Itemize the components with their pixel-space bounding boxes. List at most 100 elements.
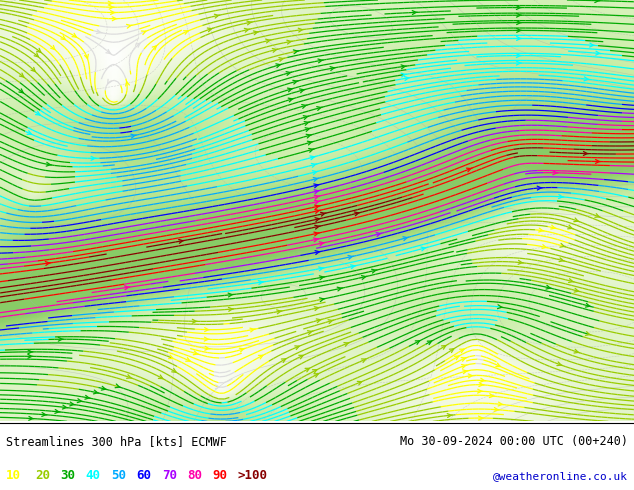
FancyArrowPatch shape	[169, 355, 173, 359]
FancyArrowPatch shape	[348, 255, 353, 259]
FancyArrowPatch shape	[595, 160, 600, 163]
FancyArrowPatch shape	[259, 281, 264, 285]
FancyArrowPatch shape	[317, 107, 322, 110]
FancyArrowPatch shape	[315, 218, 320, 221]
FancyArrowPatch shape	[314, 195, 320, 199]
FancyArrowPatch shape	[551, 225, 556, 229]
FancyArrowPatch shape	[254, 31, 259, 35]
FancyArrowPatch shape	[479, 383, 484, 387]
FancyArrowPatch shape	[62, 405, 68, 409]
FancyArrowPatch shape	[20, 73, 23, 77]
FancyArrowPatch shape	[46, 162, 51, 166]
FancyArrowPatch shape	[228, 293, 233, 297]
FancyArrowPatch shape	[316, 319, 322, 322]
FancyArrowPatch shape	[51, 46, 55, 49]
FancyArrowPatch shape	[330, 67, 335, 71]
FancyArrowPatch shape	[313, 238, 319, 242]
FancyArrowPatch shape	[320, 298, 325, 302]
FancyArrowPatch shape	[313, 370, 317, 373]
FancyArrowPatch shape	[310, 156, 316, 160]
FancyArrowPatch shape	[447, 414, 453, 417]
FancyArrowPatch shape	[106, 49, 110, 53]
FancyArrowPatch shape	[141, 31, 146, 35]
FancyArrowPatch shape	[590, 43, 595, 47]
FancyArrowPatch shape	[300, 89, 305, 93]
FancyArrowPatch shape	[517, 61, 522, 65]
FancyArrowPatch shape	[45, 262, 51, 266]
FancyArrowPatch shape	[307, 331, 313, 335]
FancyArrowPatch shape	[314, 190, 320, 194]
FancyArrowPatch shape	[328, 319, 333, 323]
FancyArrowPatch shape	[31, 68, 35, 72]
FancyArrowPatch shape	[36, 111, 40, 115]
FancyArrowPatch shape	[266, 39, 271, 43]
FancyArrowPatch shape	[299, 355, 303, 359]
FancyArrowPatch shape	[303, 116, 309, 120]
FancyArrowPatch shape	[358, 381, 361, 385]
FancyArrowPatch shape	[318, 59, 323, 63]
FancyArrowPatch shape	[304, 122, 309, 125]
FancyArrowPatch shape	[29, 416, 34, 420]
FancyArrowPatch shape	[131, 134, 136, 138]
FancyArrowPatch shape	[288, 98, 294, 102]
FancyArrowPatch shape	[450, 349, 454, 352]
FancyArrowPatch shape	[517, 21, 522, 24]
FancyArrowPatch shape	[72, 33, 76, 37]
Text: 70: 70	[162, 469, 177, 483]
FancyArrowPatch shape	[276, 310, 282, 314]
FancyArrowPatch shape	[337, 287, 342, 291]
FancyArrowPatch shape	[307, 141, 313, 145]
Text: @weatheronline.co.uk: @weatheronline.co.uk	[493, 471, 628, 481]
FancyArrowPatch shape	[462, 365, 467, 368]
FancyArrowPatch shape	[239, 348, 245, 352]
FancyArrowPatch shape	[184, 31, 188, 34]
FancyArrowPatch shape	[19, 89, 23, 93]
FancyArrowPatch shape	[286, 72, 292, 75]
FancyArrowPatch shape	[314, 210, 320, 213]
FancyArrowPatch shape	[559, 195, 564, 198]
FancyArrowPatch shape	[305, 128, 311, 131]
FancyArrowPatch shape	[313, 171, 318, 174]
FancyArrowPatch shape	[91, 156, 96, 160]
FancyArrowPatch shape	[214, 14, 220, 18]
FancyArrowPatch shape	[96, 30, 102, 34]
Text: 10: 10	[6, 469, 22, 483]
FancyArrowPatch shape	[320, 276, 325, 280]
FancyArrowPatch shape	[281, 359, 286, 363]
FancyArrowPatch shape	[321, 212, 326, 216]
FancyArrowPatch shape	[596, 51, 601, 55]
FancyArrowPatch shape	[205, 328, 210, 332]
FancyArrowPatch shape	[574, 349, 579, 353]
FancyArrowPatch shape	[287, 88, 293, 92]
FancyArrowPatch shape	[84, 54, 88, 59]
FancyArrowPatch shape	[293, 80, 298, 84]
FancyArrowPatch shape	[516, 5, 521, 9]
FancyArrowPatch shape	[403, 237, 408, 241]
FancyArrowPatch shape	[158, 375, 163, 379]
FancyArrowPatch shape	[216, 385, 219, 389]
FancyArrowPatch shape	[110, 11, 115, 15]
FancyArrowPatch shape	[560, 244, 566, 247]
Text: 30: 30	[60, 469, 75, 483]
FancyArrowPatch shape	[309, 148, 314, 152]
FancyArrowPatch shape	[34, 53, 39, 57]
FancyArrowPatch shape	[136, 43, 140, 47]
FancyArrowPatch shape	[421, 247, 427, 251]
FancyArrowPatch shape	[108, 1, 113, 5]
FancyArrowPatch shape	[77, 399, 82, 403]
FancyArrowPatch shape	[37, 49, 41, 52]
FancyArrowPatch shape	[516, 53, 521, 57]
FancyArrowPatch shape	[569, 279, 574, 283]
FancyArrowPatch shape	[567, 225, 573, 229]
FancyArrowPatch shape	[244, 28, 250, 32]
FancyArrowPatch shape	[455, 356, 459, 360]
FancyArrowPatch shape	[314, 200, 320, 204]
Text: 50: 50	[111, 469, 126, 483]
FancyArrowPatch shape	[61, 36, 65, 40]
FancyArrowPatch shape	[259, 355, 263, 359]
FancyArrowPatch shape	[469, 374, 474, 378]
FancyArrowPatch shape	[294, 50, 299, 54]
FancyArrowPatch shape	[204, 337, 209, 341]
Text: Streamlines 300 hPa [kts] ECMWF: Streamlines 300 hPa [kts] ECMWF	[6, 435, 227, 448]
FancyArrowPatch shape	[276, 64, 281, 68]
